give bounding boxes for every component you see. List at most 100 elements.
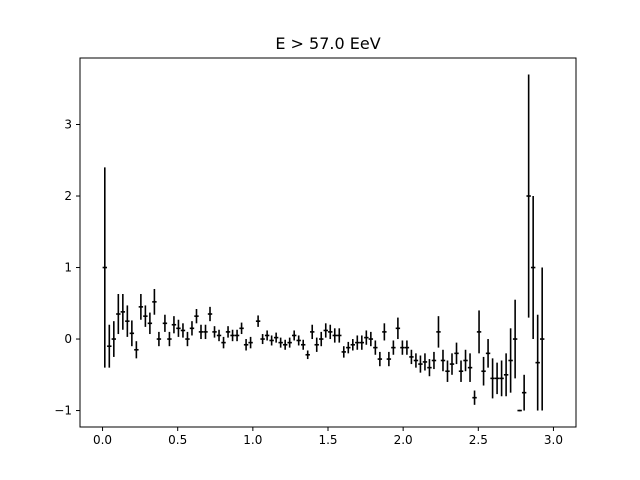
y-tick-label: 3 <box>64 118 72 132</box>
data-point <box>260 334 265 345</box>
x-axis: 0.0 0.5 1.0 1.5 2.0 2.5 3.0 <box>93 427 563 447</box>
data-point <box>282 339 288 350</box>
data-point <box>269 335 274 346</box>
data-point <box>234 329 240 342</box>
data-point <box>445 360 450 382</box>
data-point <box>490 358 495 399</box>
data-point <box>189 321 195 336</box>
data-point <box>337 328 342 343</box>
y-tick-label: 2 <box>64 189 72 203</box>
data-point <box>176 319 181 337</box>
x-tick-label: 0.0 <box>93 433 112 447</box>
x-tick-label: 2.0 <box>394 433 413 447</box>
data-point <box>427 359 432 377</box>
data-point <box>373 340 378 355</box>
x-tick-label: 0.5 <box>168 433 187 447</box>
data-point <box>463 349 468 372</box>
data-point <box>382 323 387 341</box>
data-point <box>239 322 244 335</box>
data-point <box>454 342 459 365</box>
data-point <box>296 335 301 346</box>
data-point <box>129 320 135 347</box>
data-point <box>255 315 261 327</box>
data-point <box>418 355 423 373</box>
x-tick-label: 1.0 <box>243 433 262 447</box>
data-point <box>395 317 401 340</box>
data-point <box>107 324 112 368</box>
data-point <box>162 314 168 332</box>
data-point <box>134 341 139 359</box>
data-point <box>273 332 279 343</box>
data-point <box>138 293 144 320</box>
data-point <box>278 337 283 348</box>
data-point <box>377 351 383 367</box>
data-point <box>346 341 351 354</box>
data-point <box>152 288 157 315</box>
data-point <box>287 337 292 348</box>
data-point <box>143 305 148 327</box>
data-point <box>530 196 536 340</box>
data-point <box>221 336 226 349</box>
data-point <box>323 323 328 338</box>
y-axis: −1 0 1 2 3 <box>54 118 80 418</box>
data-point <box>436 316 441 348</box>
data-point <box>512 299 518 379</box>
data-point <box>440 349 446 372</box>
data-point <box>319 331 324 347</box>
data-point <box>248 336 253 349</box>
data-point <box>171 316 177 334</box>
data-point <box>386 351 392 367</box>
data-point <box>368 331 374 347</box>
data-point <box>102 167 107 368</box>
data-point <box>185 331 190 347</box>
data-point <box>539 267 545 411</box>
data-point <box>243 339 249 351</box>
chart-title: E > 57.0 EeV <box>275 34 380 53</box>
y-tick-label: 1 <box>64 261 72 275</box>
data-point <box>517 409 522 412</box>
data-point <box>212 326 217 338</box>
data-point <box>364 330 369 345</box>
data-point <box>521 374 527 411</box>
data-point <box>458 360 464 382</box>
data-point <box>526 74 531 318</box>
y-tick-label: −1 <box>54 404 72 418</box>
data-point <box>156 331 162 347</box>
data-point <box>116 293 121 335</box>
data-point <box>535 314 540 411</box>
data-point <box>485 339 491 368</box>
data-point <box>449 353 455 375</box>
data-point <box>481 356 486 386</box>
data-point <box>120 293 126 330</box>
data-point <box>216 329 222 342</box>
data-point <box>180 323 186 338</box>
data-point <box>230 329 235 342</box>
data-point <box>310 324 315 340</box>
data-point <box>147 312 153 335</box>
data-point <box>355 335 360 350</box>
data-point <box>431 351 437 370</box>
data-point <box>409 349 414 365</box>
data-point <box>225 326 231 338</box>
data-point <box>291 330 297 341</box>
data-point <box>413 353 419 368</box>
data-point <box>400 340 405 355</box>
data-point <box>194 309 199 324</box>
data-point <box>350 339 355 351</box>
x-tick-label: 3.0 <box>544 433 563 447</box>
data-point <box>467 353 473 382</box>
data-point <box>305 350 310 360</box>
data-point <box>314 337 319 352</box>
data-point <box>404 340 410 355</box>
data-point <box>359 335 365 350</box>
data-point <box>203 324 208 340</box>
data-point <box>332 328 337 343</box>
y-tick-label: 0 <box>64 332 72 346</box>
data-point <box>167 331 172 347</box>
data-point <box>494 362 500 395</box>
data-point <box>111 321 117 357</box>
data-point <box>328 324 333 340</box>
data-point <box>508 328 513 393</box>
data-point <box>198 324 204 340</box>
